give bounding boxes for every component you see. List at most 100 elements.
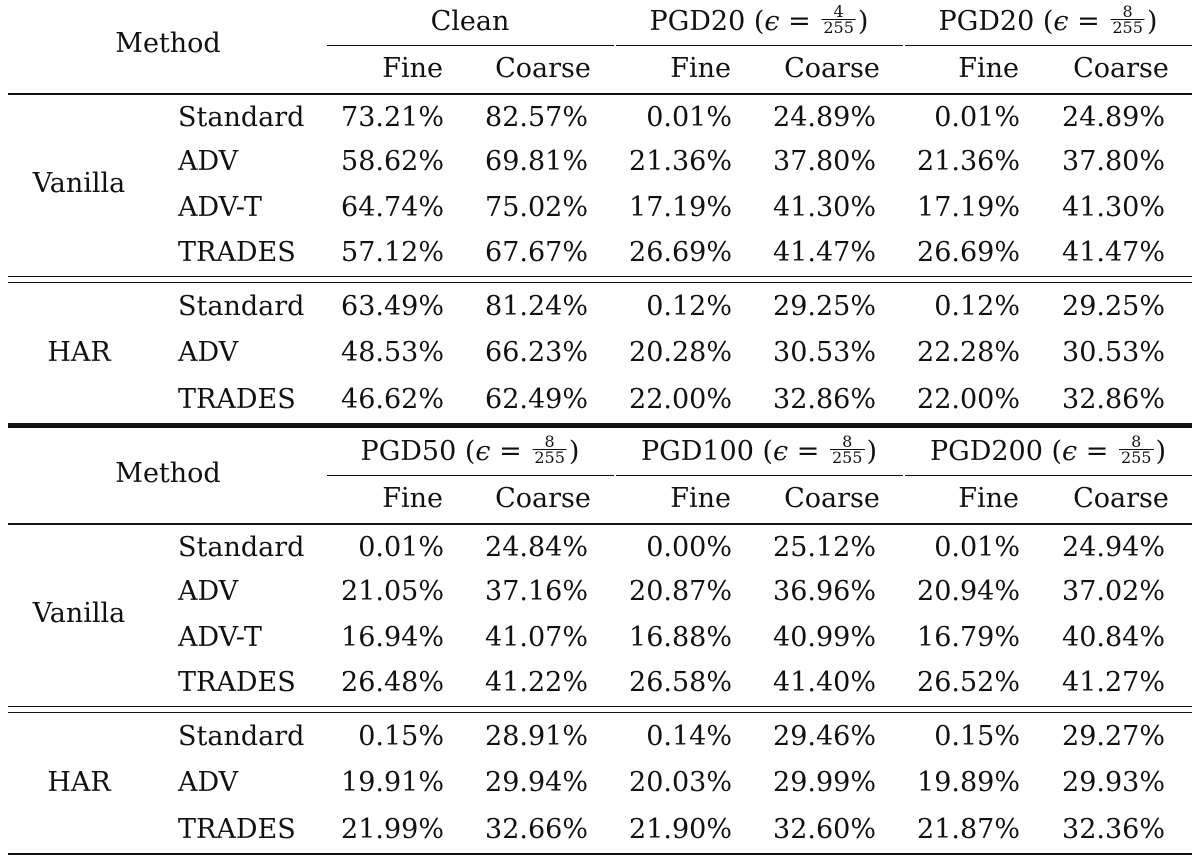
- table-cell: 32.66%: [485, 814, 588, 845]
- group-name: PGD100: [640, 436, 754, 467]
- table-cell: 41.27%: [1062, 667, 1165, 698]
- equals-sign: =: [1085, 436, 1109, 467]
- equals-sign: =: [788, 6, 811, 37]
- table-cell: 62.49%: [485, 384, 588, 415]
- table-cell: 81.24%: [485, 291, 588, 322]
- sub-header-coarse: Coarse: [784, 53, 880, 84]
- panel-divider: [8, 423, 1192, 428]
- table-cell: 16.94%: [341, 622, 444, 653]
- table-cell: 26.58%: [629, 667, 732, 698]
- equals-sign: =: [1077, 6, 1100, 37]
- table-cell: 67.67%: [485, 237, 588, 268]
- epsilon-symbol: ϵ: [1062, 436, 1078, 467]
- method-name: ADV-T: [178, 192, 262, 223]
- table-cell: 40.84%: [1062, 622, 1165, 653]
- method-name: Standard: [178, 291, 305, 322]
- table-cell: 22.00%: [629, 384, 732, 415]
- table-cell: 41.07%: [485, 622, 588, 653]
- table-cell: 24.89%: [773, 102, 876, 133]
- method-header: Method: [115, 28, 221, 59]
- table-cell: 41.47%: [773, 237, 876, 268]
- sub-header-fine: Fine: [958, 53, 1019, 84]
- table-cell: 32.86%: [1062, 384, 1165, 415]
- group-header: PGD20 (ϵ = 4 255): [649, 2, 869, 38]
- table-cell: 37.80%: [1062, 146, 1165, 177]
- table-cell: 21.05%: [341, 576, 444, 607]
- epsilon-numerator: 4: [821, 4, 856, 20]
- header-rule: [8, 93, 1192, 95]
- table-cell: 26.48%: [341, 667, 444, 698]
- table-cell: 58.62%: [341, 146, 444, 177]
- table-cell: 82.57%: [485, 102, 588, 133]
- method-name: ADV: [178, 576, 239, 607]
- equals-sign: =: [796, 436, 820, 467]
- method-name: TRADES: [178, 237, 296, 268]
- table-cell: 21.99%: [341, 814, 444, 845]
- sub-header-coarse: Coarse: [495, 53, 591, 84]
- group-header: PGD50 (ϵ = 8 255): [360, 432, 580, 468]
- table-cell: 32.36%: [1062, 814, 1165, 845]
- method-name: Standard: [178, 532, 305, 563]
- section-divider: [8, 276, 1192, 277]
- table-cell: 30.53%: [773, 337, 876, 368]
- epsilon-symbol: ϵ: [773, 436, 789, 467]
- table-cell: 26.69%: [917, 237, 1020, 268]
- table-cell: 0.15%: [934, 721, 1020, 752]
- epsilon-numerator: 8: [532, 434, 567, 450]
- epsilon-denominator: 255: [823, 18, 854, 37]
- method-name: TRADES: [178, 384, 296, 415]
- group-underline: [327, 475, 614, 476]
- table-cell: 16.79%: [917, 622, 1020, 653]
- table-cell: 29.25%: [1062, 291, 1165, 322]
- table-cell: 25.12%: [773, 532, 876, 563]
- group-underline: [905, 45, 1192, 46]
- table-cell: 41.30%: [1062, 192, 1165, 223]
- method-name: ADV-T: [178, 622, 262, 653]
- table-cell: 0.14%: [646, 721, 732, 752]
- table-cell: 21.90%: [629, 814, 732, 845]
- epsilon-symbol: ϵ: [1053, 6, 1069, 37]
- epsilon-fraction: 8 255: [1118, 434, 1154, 466]
- table-cell: 73.21%: [341, 102, 444, 133]
- table-cell: 64.74%: [341, 192, 444, 223]
- epsilon-denominator: 255: [831, 448, 863, 467]
- epsilon-fraction: 8 255: [1110, 4, 1145, 36]
- epsilon-fraction: 8 255: [829, 434, 865, 467]
- epsilon-symbol: ϵ: [764, 6, 780, 37]
- table-cell: 21.87%: [917, 814, 1020, 845]
- table-cell: 63.49%: [341, 291, 444, 322]
- table-cell: 29.27%: [1062, 721, 1165, 752]
- table-cell: 41.47%: [1062, 237, 1165, 268]
- equals-sign: =: [499, 436, 522, 467]
- table-cell: 19.91%: [341, 767, 444, 798]
- table-cell: 26.69%: [629, 237, 732, 268]
- table-cell: 20.94%: [917, 576, 1020, 607]
- table-cell: 17.19%: [917, 192, 1020, 223]
- table-cell: 28.91%: [485, 721, 588, 752]
- table-cell: 37.16%: [485, 576, 588, 607]
- group-name: PGD20: [938, 6, 1035, 37]
- table-cell: 46.62%: [341, 384, 444, 415]
- method-name: ADV: [178, 146, 239, 177]
- table-cell: 0.01%: [934, 532, 1020, 563]
- sub-header-coarse: Coarse: [495, 483, 591, 514]
- sub-header-fine: Fine: [958, 483, 1019, 514]
- section-label: HAR: [47, 767, 111, 798]
- group-header: PGD100 (ϵ = 8 255): [640, 432, 878, 468]
- sub-header-fine: Fine: [670, 53, 731, 84]
- table-cell: 20.28%: [629, 337, 732, 368]
- table-cell: 29.46%: [773, 721, 876, 752]
- table-cell: 26.52%: [917, 667, 1020, 698]
- table-cell: 21.36%: [629, 146, 732, 177]
- sub-header-fine: Fine: [382, 483, 443, 514]
- group-underline: [327, 45, 614, 46]
- method-header: Method: [115, 458, 221, 489]
- sub-header-fine: Fine: [670, 483, 731, 514]
- group-name: Clean: [430, 6, 510, 37]
- group-name: PGD200: [929, 436, 1043, 467]
- group-underline: [616, 475, 903, 476]
- table-cell: 57.12%: [341, 237, 444, 268]
- table-cell: 29.99%: [773, 767, 876, 798]
- table-cell: 24.84%: [485, 532, 588, 563]
- method-name: Standard: [178, 721, 305, 752]
